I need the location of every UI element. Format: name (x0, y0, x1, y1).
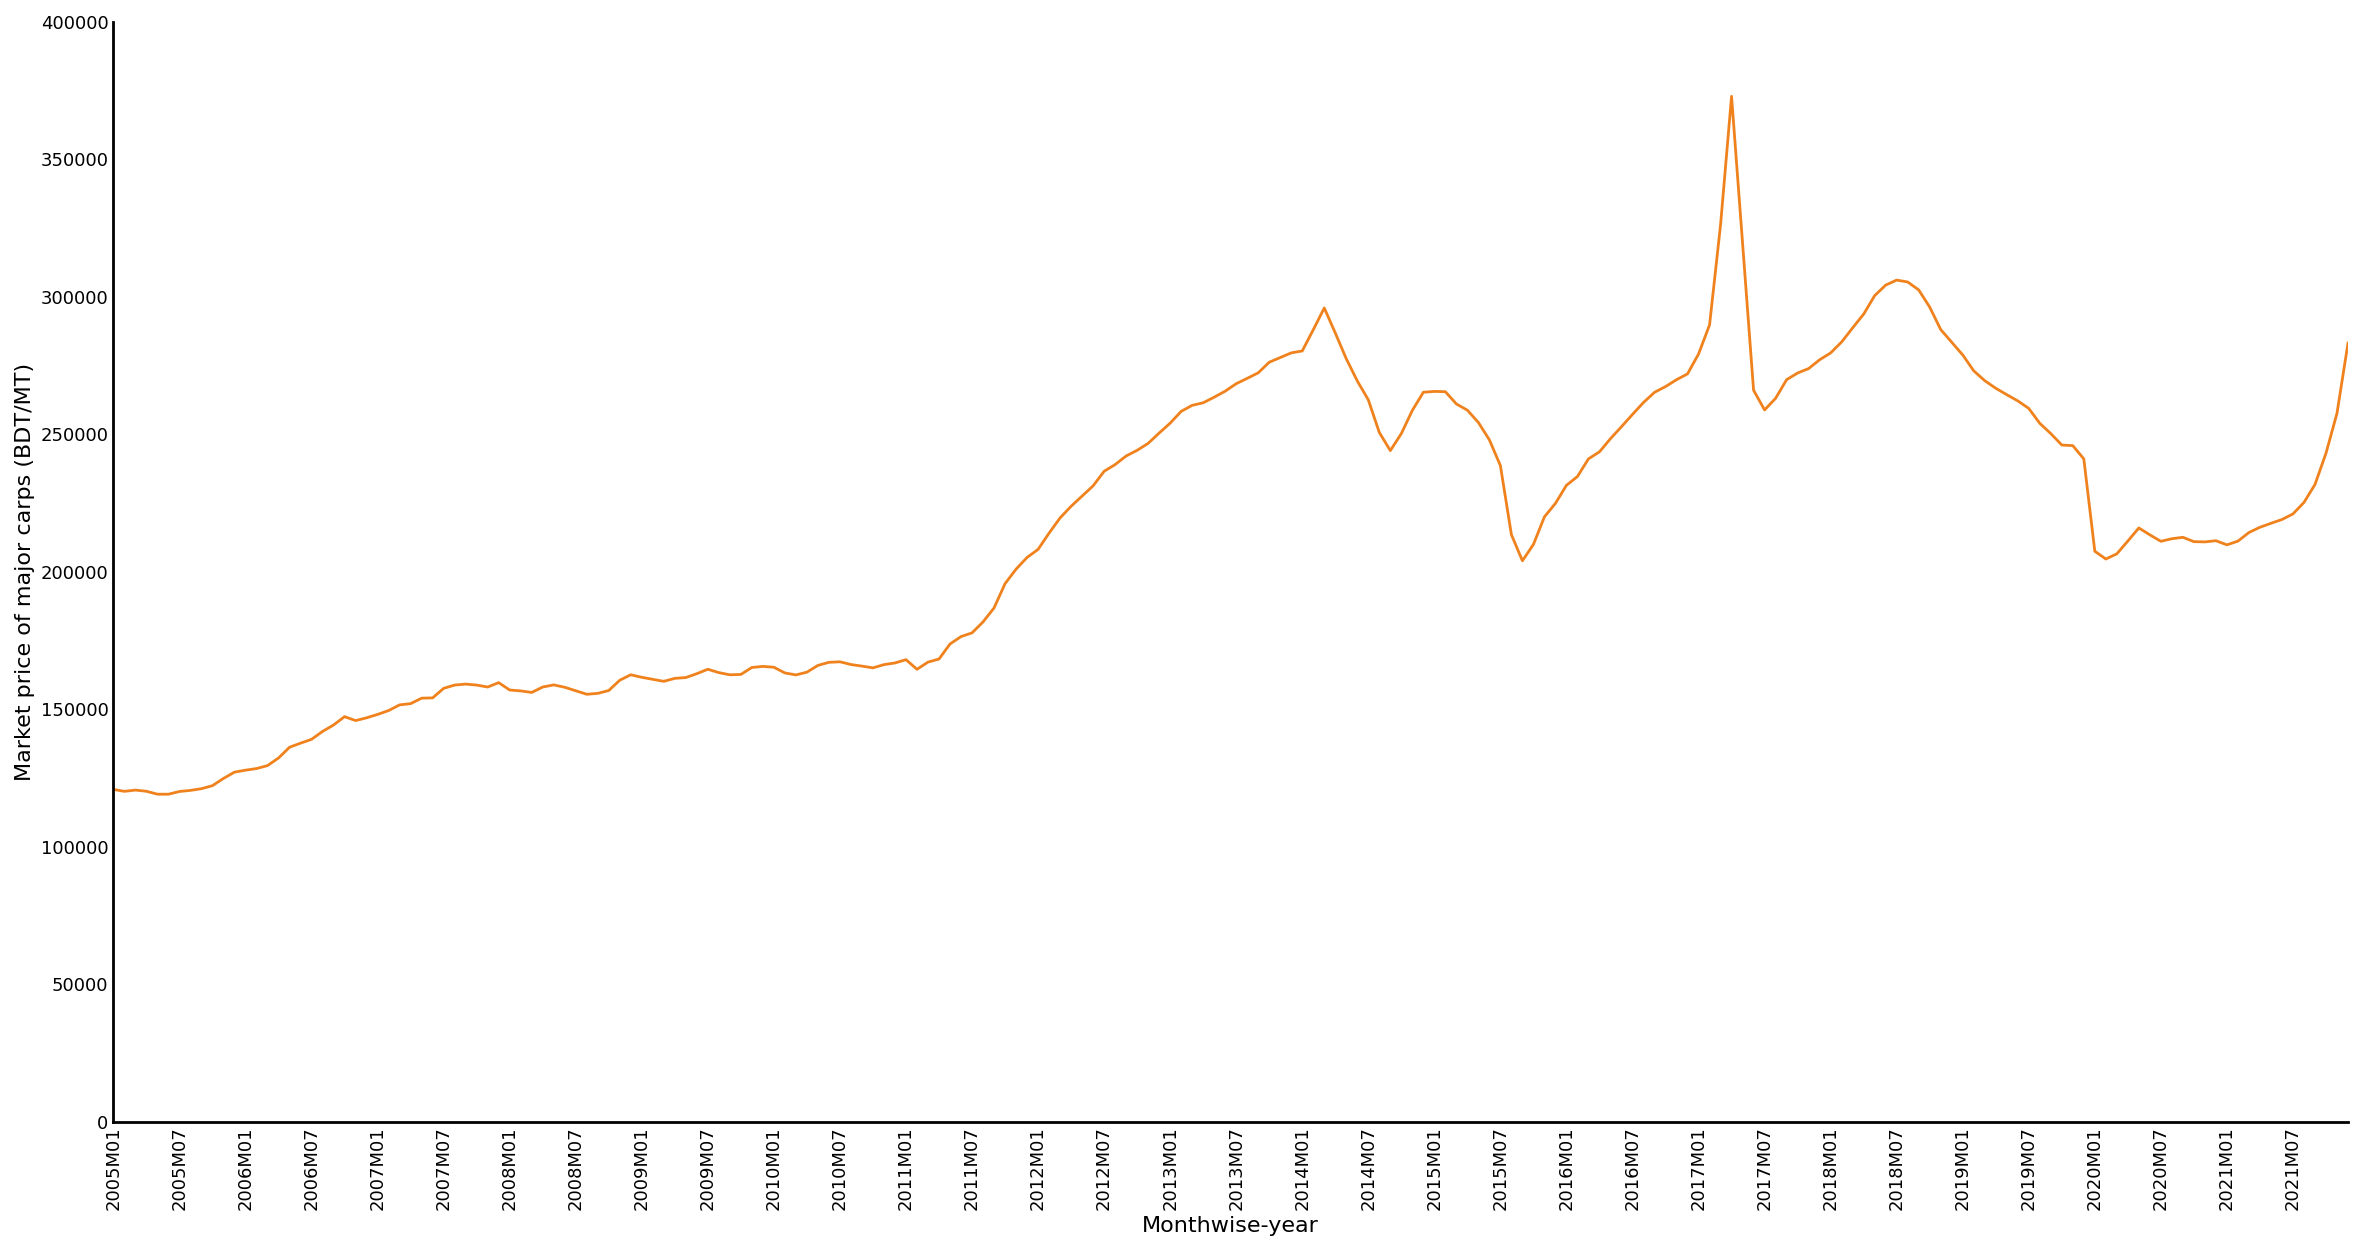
X-axis label: Monthwise-year: Monthwise-year (1141, 1216, 1319, 1236)
Y-axis label: Market price of major carps (BDT/MT): Market price of major carps (BDT/MT) (14, 363, 35, 781)
